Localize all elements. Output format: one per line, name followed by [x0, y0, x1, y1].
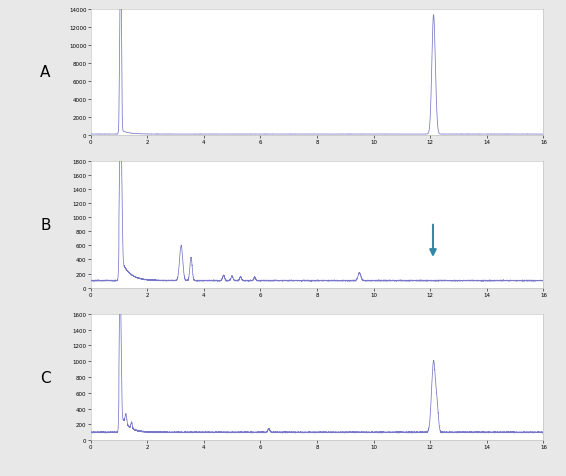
- Text: C: C: [40, 370, 50, 385]
- Text: A: A: [40, 65, 50, 80]
- Text: B: B: [40, 218, 50, 232]
